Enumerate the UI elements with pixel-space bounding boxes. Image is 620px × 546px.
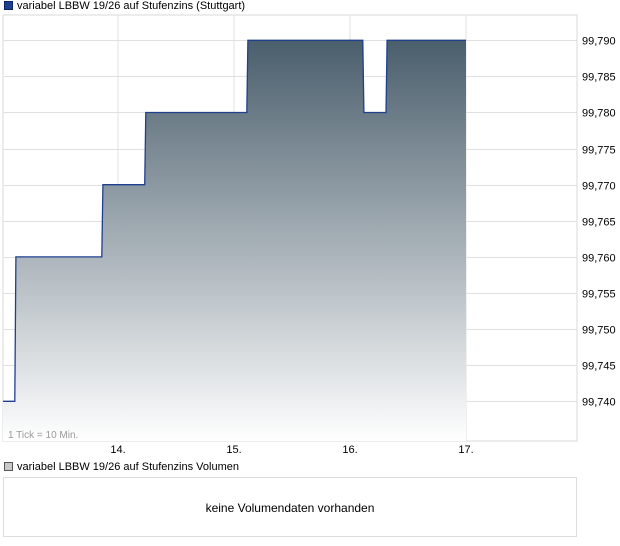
price-series-swatch [4, 1, 13, 10]
price-legend: variabel LBBW 19/26 auf Stufenzins (Stut… [4, 0, 245, 13]
volume-legend-label: variabel LBBW 19/26 auf Stufenzins Volum… [17, 461, 239, 473]
price-legend-label: variabel LBBW 19/26 auf Stufenzins (Stut… [17, 0, 246, 12]
y-tick-label: 99,760 [582, 253, 616, 265]
x-tick-label: 16. [342, 444, 357, 456]
y-tick-label: 99,745 [582, 361, 616, 373]
x-tick-label: 15. [226, 444, 241, 456]
volume-legend: variabel LBBW 19/26 auf Stufenzins Volum… [4, 461, 239, 474]
price-chart: 99,790 99,785 99,780 99,775 99,770 99,765 99,7… [2, 14, 616, 456]
y-tick-label: 99,755 [582, 289, 616, 301]
volume-empty-message: keine Volumendaten vorhanden [205, 501, 375, 515]
price-area-fill [3, 40, 466, 442]
x-tick-label: 14. [110, 444, 125, 456]
y-tick-label: 99,780 [582, 108, 616, 120]
volume-chart-panel: keine Volumendaten vorhanden [3, 477, 577, 537]
y-tick-label: 99,775 [582, 145, 616, 157]
y-tick-label: 99,790 [582, 36, 616, 48]
y-tick-label: 99,785 [582, 72, 616, 84]
volume-series-swatch [4, 462, 13, 471]
y-tick-label: 99,750 [582, 325, 616, 337]
y-tick-label: 99,740 [582, 397, 616, 409]
y-tick-label: 99,765 [582, 217, 616, 229]
y-tick-label: 99,770 [582, 181, 616, 193]
tick-interval-note: 1 Tick = 10 Min. [8, 430, 78, 441]
price-series-line [3, 39, 466, 402]
x-tick-label: 17. [458, 444, 473, 456]
